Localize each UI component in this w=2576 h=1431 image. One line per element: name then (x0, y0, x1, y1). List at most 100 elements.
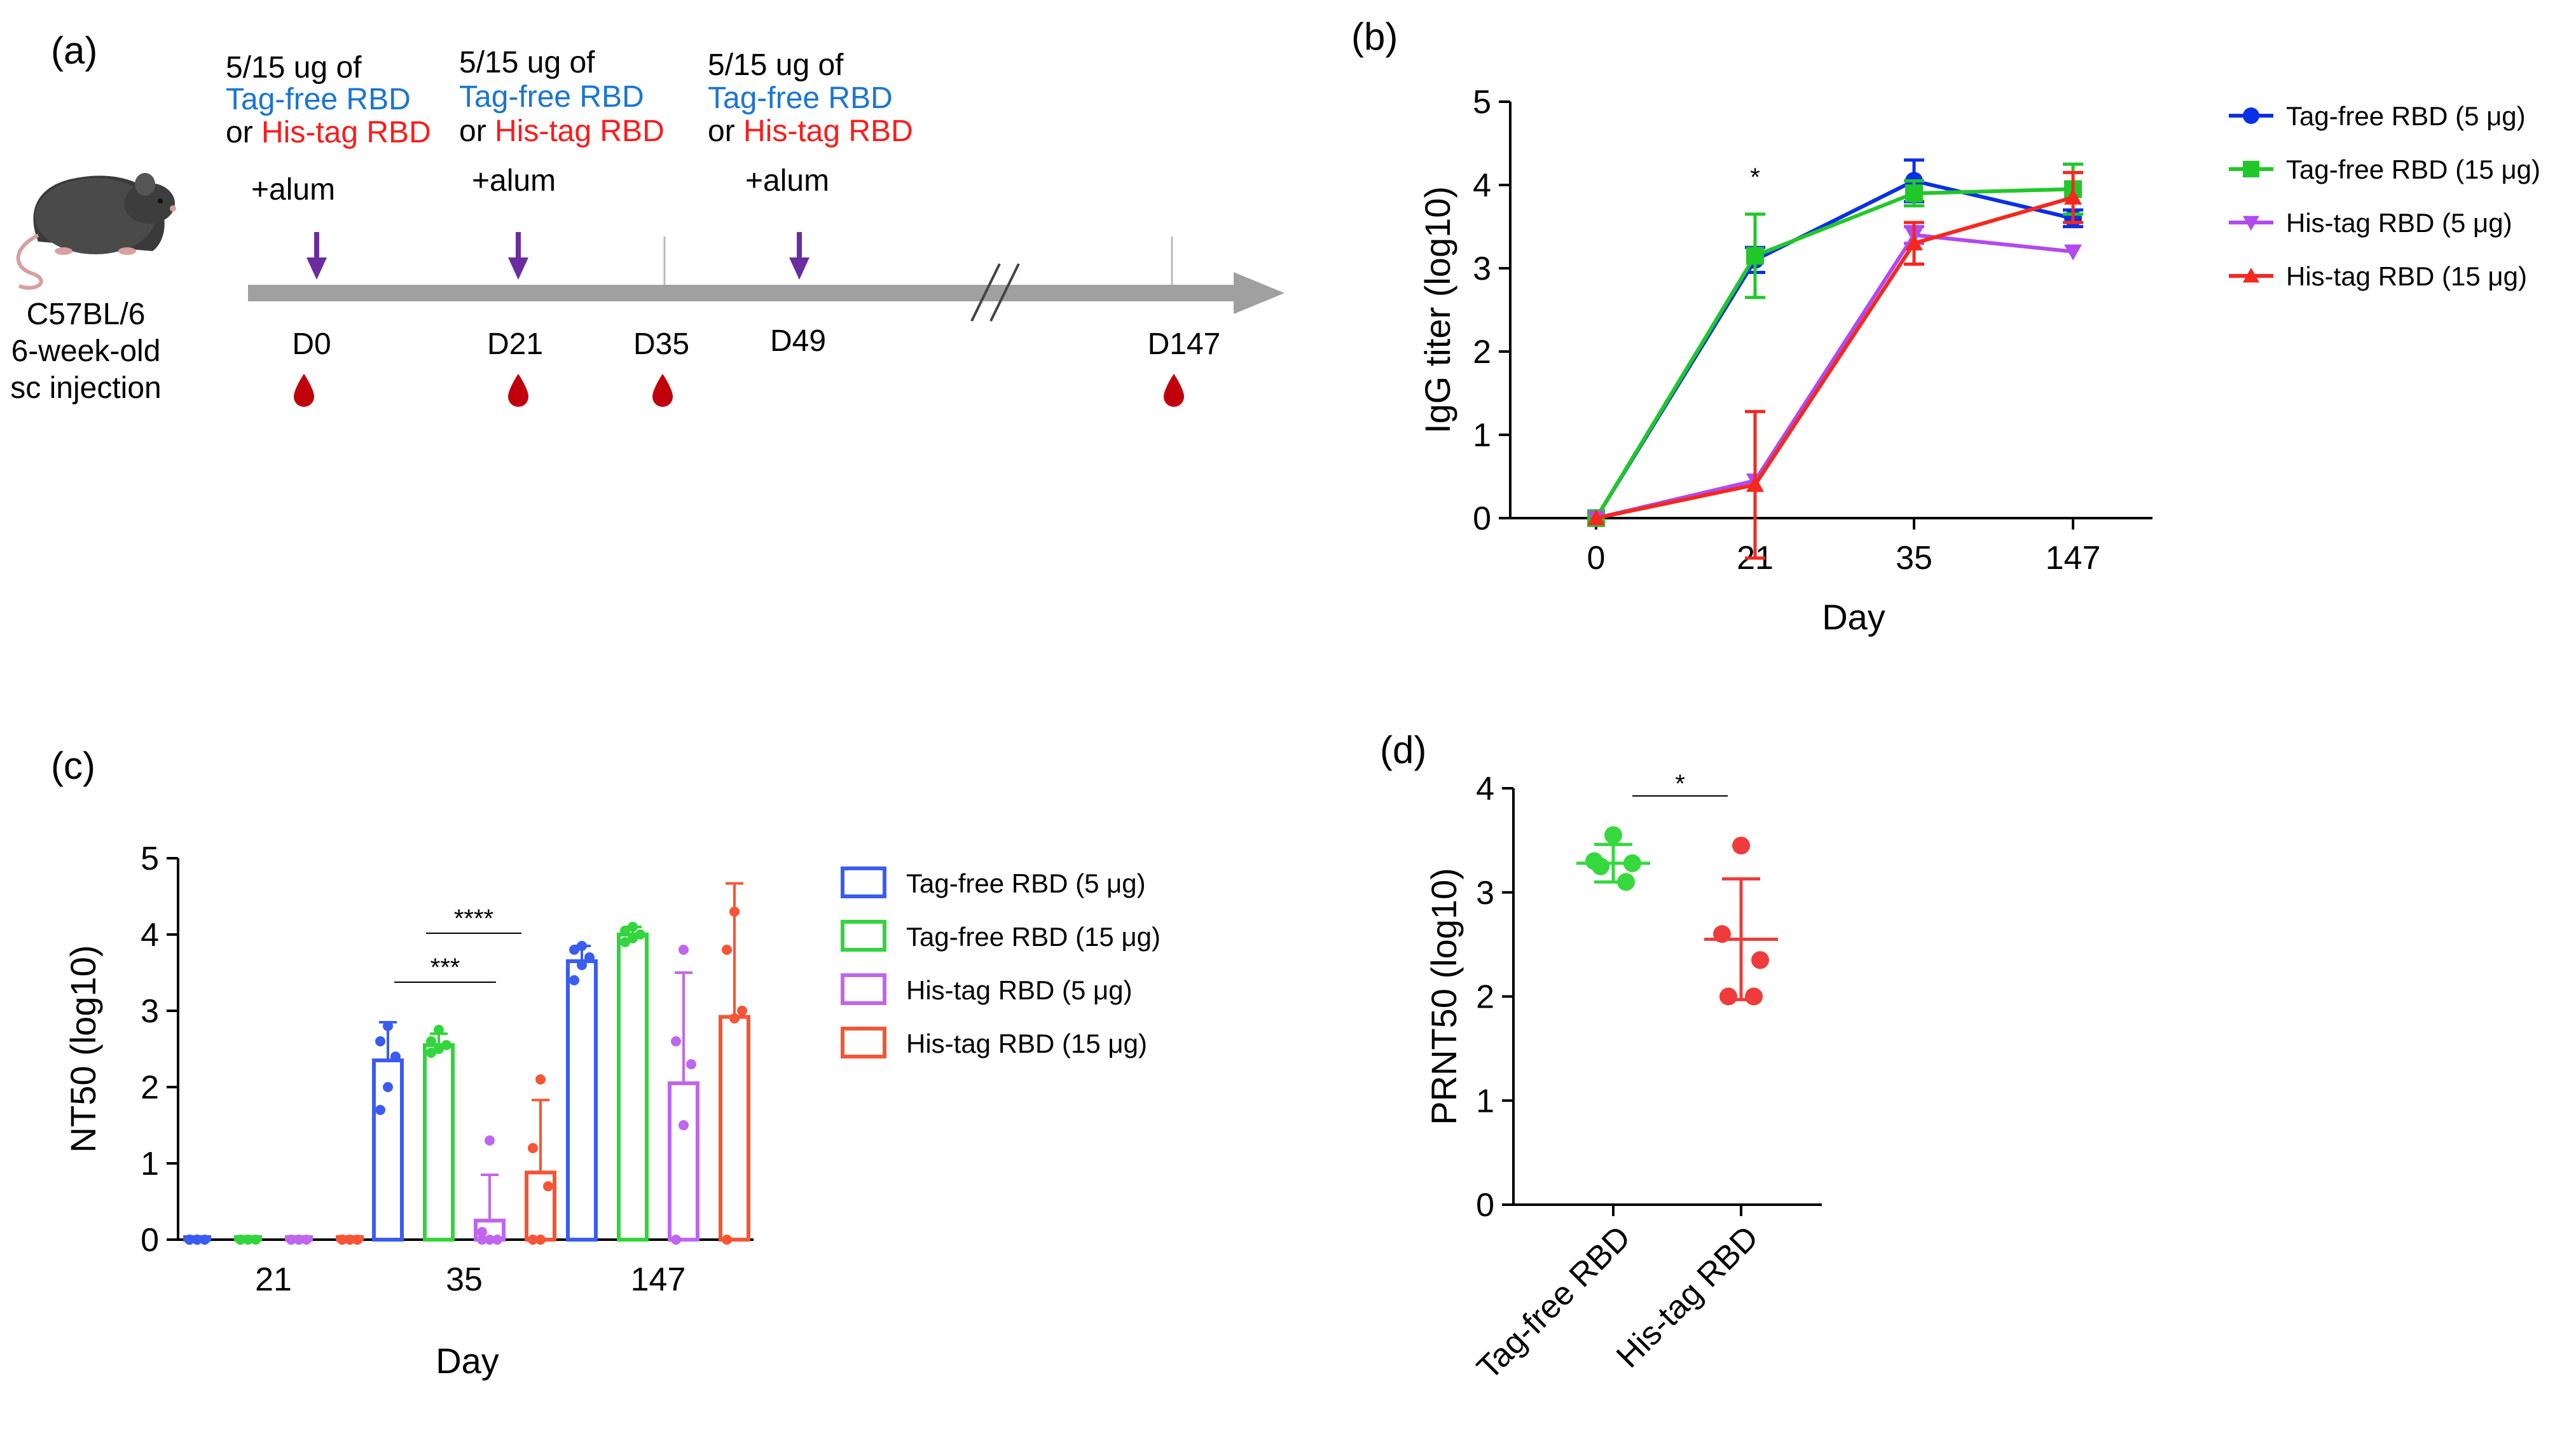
x-tick-label: 147 (2046, 540, 2101, 577)
data-point (528, 1143, 538, 1153)
legend-label: His-tag RBD (5 μg) (906, 975, 1133, 1005)
data-point (635, 929, 645, 940)
y-tick-label: 5 (1473, 84, 1491, 121)
data-point (1587, 509, 1605, 526)
data-point (569, 975, 579, 985)
bar (617, 933, 649, 1242)
dose-histag: His-tag RBD (495, 114, 665, 148)
y-tick-label: 3 (141, 993, 159, 1030)
x-tick-label: 21 (255, 1261, 292, 1298)
data-point (620, 926, 630, 936)
x-axis-title: Day (1822, 597, 1885, 637)
injection-arrow-icon (789, 257, 809, 280)
mouse-icon (16, 173, 176, 290)
svg-text:or His-tag RBD: or His-tag RBD (459, 114, 665, 148)
series-line (1594, 187, 2074, 519)
y-tick-label: 4 (141, 917, 159, 954)
panel-b-label: (b) (1351, 15, 1398, 58)
data-point (200, 1235, 210, 1245)
data-point (577, 960, 587, 970)
timepoint-d21: D21 (487, 327, 543, 361)
svg-text:or His-tag RBD: or His-tag RBD (708, 114, 913, 148)
data-point (251, 1235, 261, 1245)
data-point (671, 1235, 681, 1245)
panel-a: (a) C57BL/6 6-week-old sc injection 5/15… (10, 29, 1285, 407)
data-point (678, 945, 689, 955)
bar (719, 1015, 750, 1242)
data-point (543, 1181, 553, 1191)
data-point (671, 1036, 681, 1046)
panel-a-label: (a) (51, 29, 97, 72)
data-point (620, 937, 630, 947)
y-tick-label: 0 (141, 1222, 159, 1259)
y-tick-label: 4 (1473, 167, 1491, 204)
dose-annotation-d49: 5/15 ug of Tag-free RBD or His-tag RBD +… (708, 48, 913, 280)
legend-marker (2243, 268, 2259, 283)
dose-tagfree: Tag-free RBD (226, 83, 411, 116)
dose-tagfree: Tag-free RBD (708, 81, 893, 115)
injection-arrow-icon (307, 257, 327, 280)
dose-adjuvant: +alum (472, 164, 556, 198)
data-point (426, 1036, 436, 1046)
y-tick-label: 3 (1473, 250, 1491, 287)
data-point (1732, 837, 1750, 855)
y-tick-label: 1 (1476, 1083, 1494, 1119)
legend-marker (2243, 161, 2259, 177)
data-point (722, 1235, 732, 1245)
data-point (628, 922, 638, 932)
dose-histag: His-tag RBD (743, 114, 913, 148)
significance-marker: * (1675, 770, 1685, 798)
data-point (492, 1235, 502, 1245)
y-tick-label: 2 (141, 1069, 159, 1106)
data-point (535, 1074, 546, 1085)
x-axis-title: Day (436, 1341, 499, 1381)
mouse-age: 6-week-old (11, 334, 161, 368)
dose-or: or (459, 114, 495, 148)
series-0 (1576, 826, 1650, 891)
data-point (441, 1040, 451, 1050)
panel-b: (b) 01234502135147DayIgG titer (log10)* … (1351, 15, 2540, 637)
data-point (1617, 873, 1635, 891)
y-tick-label: 0 (1476, 1187, 1494, 1224)
data-point (737, 1006, 747, 1016)
legend-marker (2243, 107, 2259, 124)
data-point (722, 945, 732, 955)
data-point (383, 1021, 393, 1031)
mouse-route: sc injection (10, 371, 161, 405)
legend-label: His-tag RBD (5 μg) (2286, 208, 2512, 238)
legend-label: His-tag RBD (15 μg) (2286, 261, 2527, 291)
y-tick-label: 1 (141, 1146, 159, 1182)
legend-label: Tag-free RBD (15 μg) (906, 922, 1161, 952)
blood-drop-icon (508, 374, 528, 407)
timeline-break (989, 263, 1020, 322)
blood-drop-icon (294, 374, 314, 407)
timepoint-d49: D49 (770, 324, 826, 358)
series-2 (1587, 225, 2082, 527)
dose-amount: 5/15 ug of (226, 51, 362, 85)
data-point (375, 1036, 385, 1046)
x-tick-label: Tag-free RBD (1470, 1219, 1638, 1386)
legend-label: His-tag RBD (15 μg) (906, 1029, 1147, 1058)
data-point (485, 1235, 495, 1245)
data-point (686, 1059, 696, 1069)
y-tick-label: 5 (141, 840, 159, 877)
data-point (1746, 476, 1764, 492)
y-tick-label: 4 (1476, 770, 1494, 807)
significance-marker: * (1750, 163, 1760, 191)
data-point (426, 1048, 436, 1058)
data-point (2064, 188, 2082, 205)
data-point (1592, 857, 1609, 875)
data-point (1623, 854, 1641, 872)
x-tick-label: 0 (1587, 540, 1606, 577)
data-point (485, 1135, 495, 1146)
data-point (1719, 987, 1737, 1006)
bar (423, 1043, 455, 1242)
legend-swatch (841, 973, 886, 1005)
data-point (301, 1235, 312, 1245)
y-axis-title: NT50 (log10) (63, 945, 103, 1153)
legend-swatch (841, 1027, 886, 1058)
x-tick-label: 35 (1896, 540, 1932, 577)
legend-label: Tag-free RBD (15 μg) (2286, 154, 2540, 184)
